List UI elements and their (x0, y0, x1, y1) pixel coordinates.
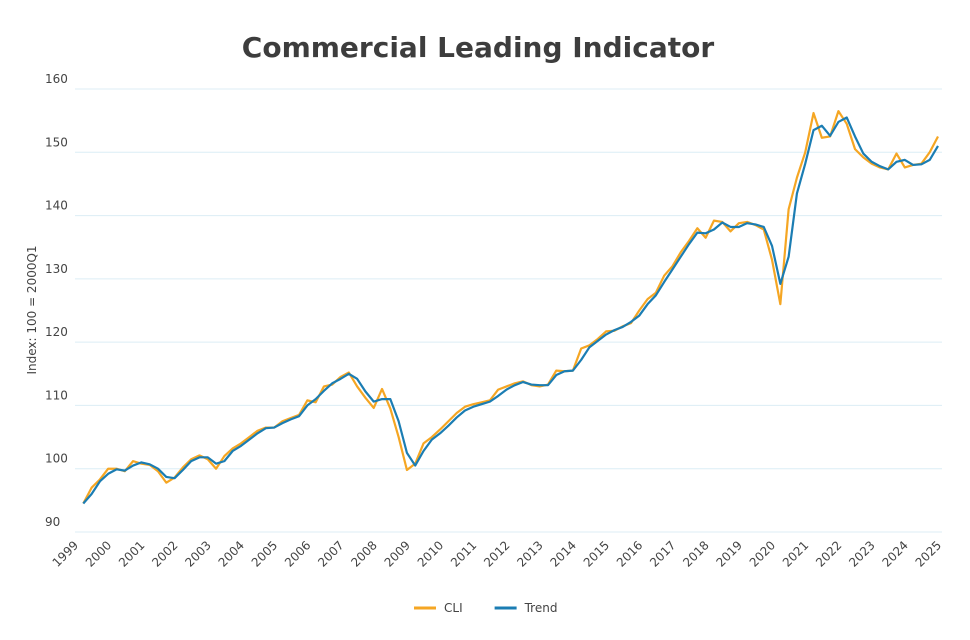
x-tick-label: 2002 (149, 538, 180, 569)
x-tick-label: 2011 (448, 538, 479, 569)
x-tick-label: 2025 (913, 538, 944, 569)
x-tick-label: 2010 (415, 538, 446, 569)
x-tick-label: 2007 (315, 538, 346, 569)
x-tick-label: 2000 (83, 538, 114, 569)
x-tick-label: 2017 (647, 538, 678, 569)
y-tick-label: 100 (45, 452, 68, 466)
line-series (82, 110, 939, 505)
x-tick-label: 2008 (348, 538, 379, 569)
x-tick-label: 2023 (846, 538, 877, 569)
line-series (82, 116, 939, 505)
y-tick-label: 150 (45, 135, 68, 149)
x-tick-label: 2006 (282, 538, 313, 569)
x-tick-label: 2016 (614, 538, 645, 569)
x-tick-label: 2024 (879, 538, 910, 569)
y-tick-label: 90 (45, 515, 60, 529)
x-tick-label: 2013 (514, 538, 545, 569)
x-tick-label: 2004 (216, 538, 247, 569)
legend-label: Trend (524, 601, 558, 615)
x-tick-label: 2021 (780, 538, 811, 569)
x-tick-label: 2012 (481, 538, 512, 569)
x-tick-label: 2015 (581, 538, 612, 569)
x-tick-label: 2022 (813, 538, 844, 569)
y-tick-label: 110 (45, 388, 68, 402)
y-tick-label: 120 (45, 325, 68, 339)
y-tick-label: 130 (45, 262, 68, 276)
x-tick-label: 2020 (747, 538, 778, 569)
x-tick-label: 2005 (249, 538, 280, 569)
y-tick-label: 160 (45, 72, 68, 86)
chart-title: Commercial Leading Indicator (242, 31, 715, 64)
x-tick-label: 2009 (382, 538, 413, 569)
x-tick-label: 2019 (713, 538, 744, 569)
y-axis-label: Index: 100 = 2000Q1 (25, 245, 39, 374)
x-tick-label: 2014 (548, 538, 579, 569)
x-tick-label: 2001 (116, 538, 147, 569)
x-tick-label: 2003 (182, 538, 213, 569)
x-tick-label: 1999 (50, 538, 81, 569)
y-tick-label: 140 (45, 199, 68, 213)
x-tick-label: 2018 (680, 538, 711, 569)
legend-label: CLI (444, 601, 463, 615)
